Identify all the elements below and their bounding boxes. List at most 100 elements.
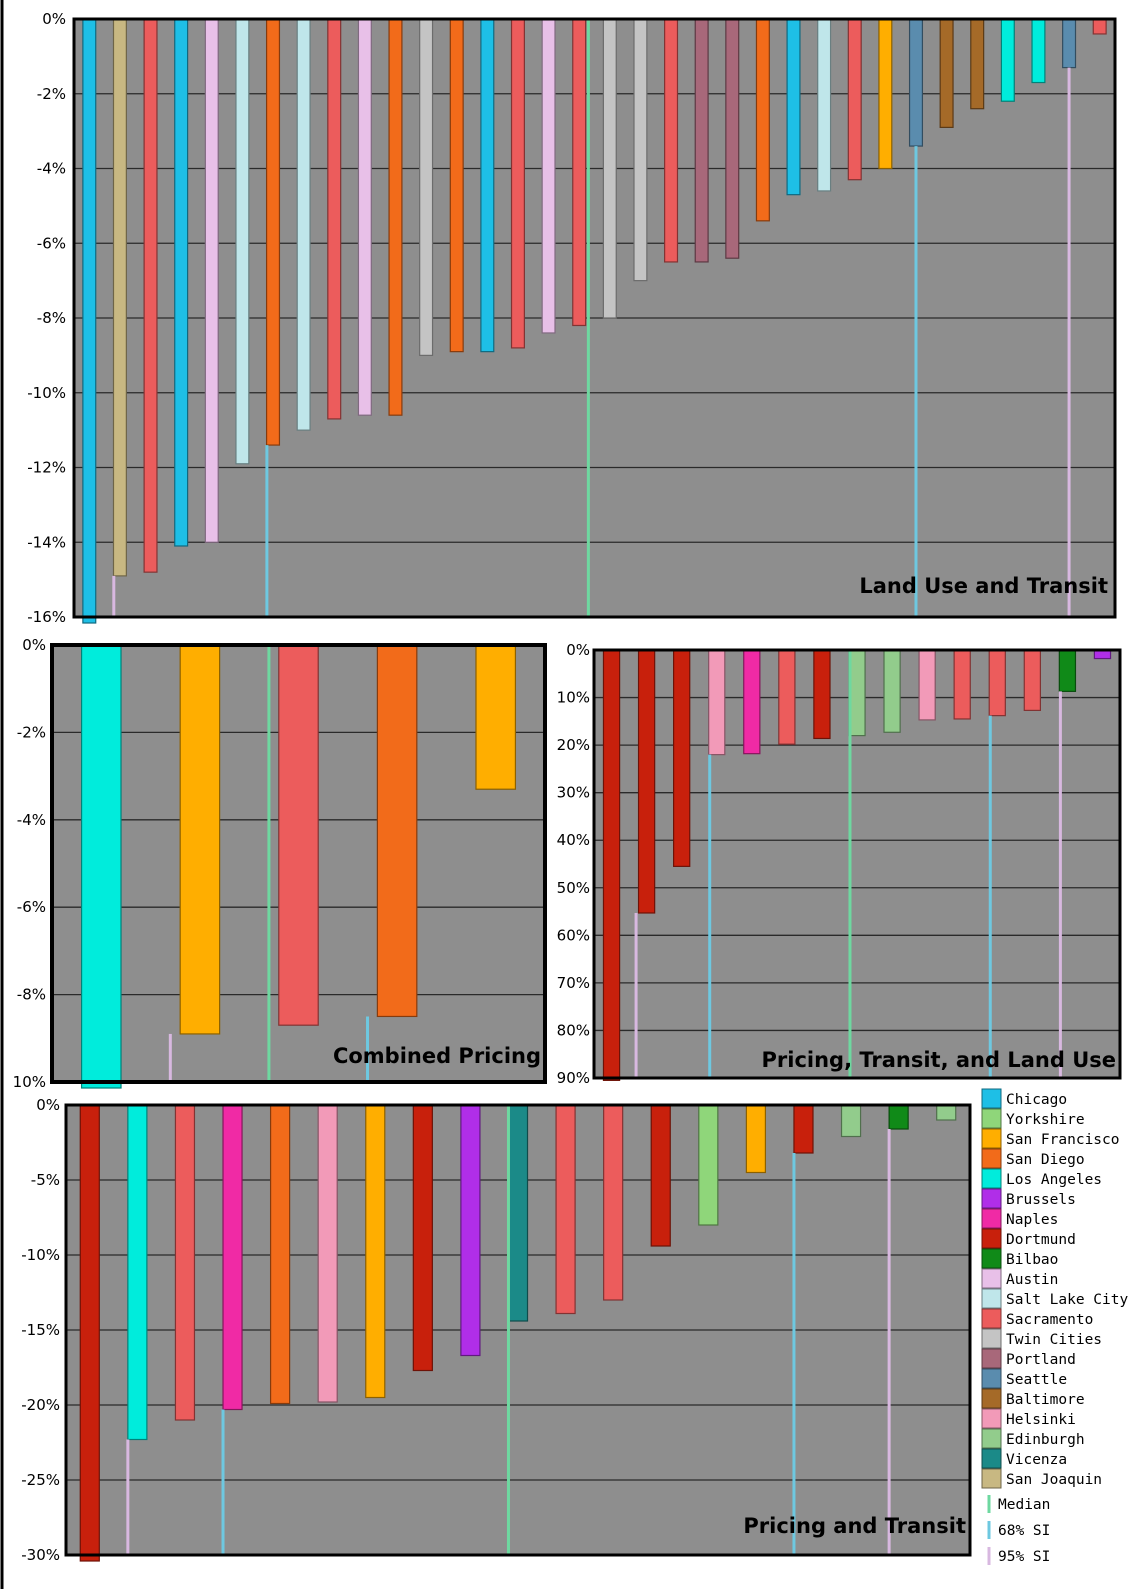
bar-dortmund [813, 649, 831, 740]
bar-dortmund [79, 1104, 100, 1562]
bar-sacramento [778, 649, 796, 745]
y-tick-label: -20% [21, 1396, 60, 1414]
legend: Chicago Yorkshire San Francisco San Diego Lo… [981, 1088, 1128, 1565]
legend-swatch [981, 1208, 1002, 1229]
legend-item-los-angeles: Los Angeles [1006, 1172, 1102, 1188]
bar-brussels [460, 1104, 481, 1357]
bar-twin-cities [633, 18, 648, 282]
y-tick-label: -5% [31, 1171, 60, 1189]
legend-swatch [981, 1188, 1002, 1209]
bar-los-angeles [127, 1104, 148, 1441]
legend-item-dortmund: Dortmund [1006, 1232, 1076, 1248]
bar-sacramento [278, 644, 319, 1026]
bar-edinburgh [840, 1104, 862, 1138]
legend-swatch [981, 1368, 1002, 1389]
bar-dortmund [412, 1104, 433, 1372]
y-tick-label: 50% [557, 879, 590, 897]
legend-item-san-diego: San Diego [1006, 1152, 1085, 1168]
bar-bilbao [1058, 649, 1077, 692]
bar-sacramento [603, 1104, 624, 1301]
chart-panel-4: 0% -5% -10% -15% -20% -25% -30% Pricing and Tra… [21, 1096, 972, 1564]
legend-item-95-si: 95% SI [998, 1549, 1050, 1565]
bar-san-diego [388, 18, 403, 416]
bar-san-diego [755, 18, 770, 222]
bar-los-angeles [1000, 18, 1015, 102]
bar-san-diego [265, 18, 281, 446]
legend-item-san-joaquin: San Joaquin [1006, 1472, 1102, 1488]
y-tick-label: -2% [17, 723, 46, 741]
bar-sacramento [143, 18, 158, 573]
bar-chicago [174, 18, 189, 547]
bar-sacramento [988, 649, 1006, 717]
y-tick-label: -8% [17, 986, 46, 1004]
bar-naples [743, 649, 761, 755]
y-tick-label: -25% [21, 1471, 60, 1489]
y-tick-label: 0% [22, 636, 46, 654]
chart-title: Pricing and Transit [743, 1514, 966, 1538]
legend-swatch [981, 1408, 1002, 1429]
y-tick-label: 60% [557, 926, 590, 944]
legend-swatch [981, 1308, 1002, 1329]
bar-san-francisco [745, 1104, 767, 1174]
bar-los-angeles [80, 644, 122, 1089]
bar-helsinki [317, 1104, 338, 1403]
legend-item-bilbao: Bilbao [1006, 1252, 1058, 1268]
bar-baltimore [939, 18, 954, 128]
legend-item-edinburgh: Edinburgh [1006, 1432, 1085, 1448]
legend-item-naples: Naples [1006, 1212, 1058, 1228]
y-tick-label: -6% [17, 898, 46, 916]
bar-chicago [786, 18, 801, 196]
bar-sacramento [510, 18, 525, 349]
bar-dortmund [637, 649, 656, 914]
legend-swatch [981, 1088, 1002, 1109]
bar-sacramento [555, 1104, 576, 1315]
y-tick-label: -15% [21, 1321, 60, 1339]
chart-panel-3: 0% 10% 20% 30% 40% 50% 60% 70% 80% 90% Pricing, Tr… [557, 641, 1122, 1087]
chart-panel-2: 0% -2% -4% -6% -8% 10% Combined Pricing [13, 636, 547, 1091]
bar-san-diego [449, 18, 464, 353]
bar-san-joaquin [112, 18, 127, 577]
bar-san-francisco [365, 1104, 386, 1399]
legend-swatch [981, 1268, 1002, 1289]
bar-seattle [908, 18, 924, 147]
y-tick-label: -14% [27, 533, 66, 551]
y-tick-label: -10% [27, 384, 66, 402]
charts-root: 0% -2% -4% -6% -8% -10% -12% -14% -16% Land Use a… [13, 10, 1122, 1564]
y-tick-label: 10% [13, 1073, 46, 1091]
legend-swatch [981, 1468, 1002, 1489]
bar-dortmund [650, 1104, 671, 1247]
legend-swatch [981, 1248, 1002, 1269]
bar-salt-lake-city [817, 18, 832, 192]
legend-swatch [981, 1168, 1002, 1189]
legend-swatch [981, 1348, 1002, 1369]
bar-baltimore [970, 18, 985, 110]
legend-swatch [981, 1148, 1002, 1169]
bar-austin [357, 18, 372, 416]
legend-swatch [981, 1328, 1002, 1349]
y-tick-label: 0% [566, 641, 590, 659]
y-tick-label: 30% [557, 784, 590, 802]
legend-item-vicenza: Vicenza [1006, 1452, 1067, 1468]
legend-item-twin-cities: Twin Cities [1006, 1332, 1102, 1348]
legend-item-sacramento: Sacramento [1006, 1312, 1093, 1328]
bar-dortmund [602, 649, 621, 1081]
y-tick-label: -30% [21, 1546, 60, 1564]
y-tick-label: -6% [37, 234, 66, 252]
bar-portland [694, 18, 709, 263]
legend-swatch [981, 1228, 1002, 1249]
bar-sacramento [327, 18, 342, 420]
bar-salt-lake-city [235, 18, 250, 465]
legend-item-seattle: Seattle [1006, 1372, 1067, 1388]
legend-item-median: Median [998, 1497, 1050, 1513]
bar-san-francisco [878, 18, 893, 170]
bar-sacramento [572, 18, 587, 327]
bar-sacramento [174, 1104, 196, 1421]
y-tick-label: 40% [557, 831, 590, 849]
bar-sacramento [847, 18, 862, 181]
legend-swatch [981, 1128, 1002, 1149]
bar-chicago [480, 18, 495, 353]
y-tick-label: -8% [37, 309, 66, 327]
chart-title: Land Use and Transit [859, 574, 1108, 598]
bar-yorkshire [698, 1104, 719, 1226]
